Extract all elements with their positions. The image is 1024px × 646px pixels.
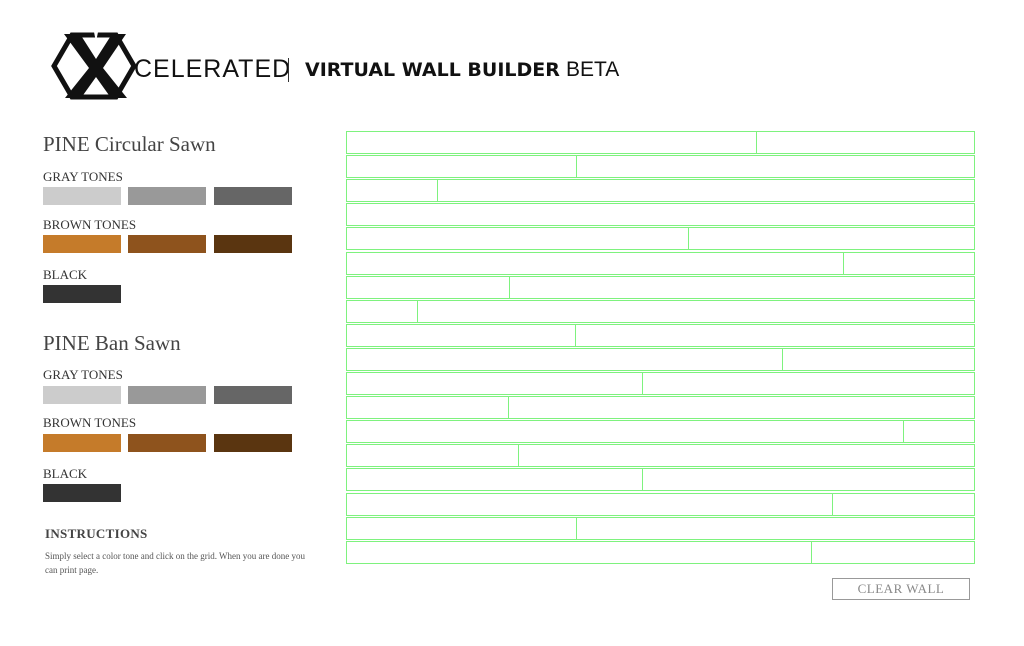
swatch-circular-gray-dark[interactable] bbox=[214, 187, 292, 205]
wall-plank[interactable] bbox=[642, 373, 974, 394]
swatch-ban-brown-dark[interactable] bbox=[214, 434, 292, 452]
wall-plank[interactable] bbox=[903, 421, 974, 443]
wall-plank[interactable] bbox=[347, 373, 642, 394]
app-title: VIRTUAL WALL BUILDER BETA bbox=[305, 56, 619, 84]
wall-row bbox=[346, 516, 975, 540]
wall-plank[interactable] bbox=[347, 228, 688, 249]
logo-wordmark: CELERATED bbox=[134, 55, 292, 83]
swatch-circular-black[interactable] bbox=[43, 285, 121, 303]
wall-row bbox=[346, 155, 975, 179]
wall-plank[interactable] bbox=[347, 277, 509, 298]
clear-wall-button[interactable]: CLEAR WALL bbox=[832, 578, 970, 600]
wall-plank[interactable] bbox=[782, 348, 974, 370]
swatch-ban-gray-light[interactable] bbox=[43, 386, 121, 404]
wall-row bbox=[346, 444, 975, 468]
wall-plank[interactable] bbox=[347, 180, 437, 201]
wall-plank[interactable] bbox=[347, 132, 756, 153]
wall-plank[interactable] bbox=[347, 469, 642, 490]
wall-plank[interactable] bbox=[347, 397, 508, 418]
swatch-ban-gray-medium[interactable] bbox=[128, 386, 206, 404]
wall-plank[interactable] bbox=[832, 493, 974, 515]
wall-row bbox=[346, 203, 975, 227]
swatch-ban-black[interactable] bbox=[43, 484, 121, 502]
wall-plank[interactable] bbox=[517, 445, 974, 467]
group-label-black: BLACK bbox=[43, 466, 88, 481]
wall-plank[interactable] bbox=[756, 132, 974, 153]
wall-row bbox=[346, 396, 975, 420]
wall-row bbox=[346, 251, 975, 275]
wall-plank[interactable] bbox=[347, 494, 832, 515]
app-title-beta: BETA bbox=[565, 58, 620, 81]
wall-plank[interactable] bbox=[347, 518, 576, 539]
wall-row bbox=[346, 179, 975, 203]
group-label-brown: BROWN TONES bbox=[43, 415, 137, 430]
group-label-gray: GRAY TONES bbox=[43, 367, 123, 382]
wall-row bbox=[346, 275, 975, 299]
group-label-black: BLACK bbox=[43, 267, 88, 282]
wall-row bbox=[346, 540, 975, 564]
wall-plank[interactable] bbox=[347, 542, 811, 563]
swatch-circular-gray-medium[interactable] bbox=[128, 187, 206, 205]
wall-plank[interactable] bbox=[810, 541, 974, 563]
swatch-circular-brown-light[interactable] bbox=[43, 235, 121, 253]
section-title-ban-sawn: PINE Ban Sawn bbox=[43, 331, 181, 355]
wall-row bbox=[346, 227, 975, 251]
wall-plank[interactable] bbox=[509, 276, 974, 298]
wall-plank[interactable] bbox=[347, 349, 782, 370]
group-label-brown: BROWN TONES bbox=[43, 217, 137, 232]
wall-grid[interactable] bbox=[346, 131, 975, 564]
app-title-main: VIRTUAL WALL BUILDER bbox=[305, 59, 560, 81]
wall-plank[interactable] bbox=[842, 252, 974, 274]
wall-plank[interactable] bbox=[574, 324, 974, 346]
swatch-ban-brown-light[interactable] bbox=[43, 434, 121, 452]
swatch-circular-brown-medium[interactable] bbox=[128, 235, 206, 253]
wall-plank[interactable] bbox=[642, 469, 974, 491]
wall-row bbox=[346, 131, 975, 154]
wall-row bbox=[346, 323, 975, 347]
wall-row bbox=[346, 492, 975, 516]
xcelerated-logo-mark-icon bbox=[51, 32, 137, 100]
wall-plank[interactable] bbox=[347, 325, 575, 346]
wall-plank[interactable] bbox=[416, 300, 974, 322]
instructions-text: Simply select a color tone and click on … bbox=[45, 551, 306, 575]
swatch-circular-brown-dark[interactable] bbox=[214, 235, 292, 253]
wall-row bbox=[346, 468, 975, 492]
wall-row bbox=[346, 372, 975, 395]
wall-plank[interactable] bbox=[347, 253, 843, 274]
wall-plank[interactable] bbox=[436, 180, 974, 202]
wall-plank[interactable] bbox=[347, 204, 974, 225]
group-label-gray: GRAY TONES bbox=[43, 169, 123, 184]
wall-row bbox=[346, 420, 975, 444]
wall-plank[interactable] bbox=[688, 228, 974, 250]
wall-plank[interactable] bbox=[347, 156, 576, 177]
wall-plank[interactable] bbox=[347, 301, 417, 322]
section-title-circular-sawn: PINE Circular Sawn bbox=[43, 132, 216, 156]
wall-plank[interactable] bbox=[575, 517, 974, 539]
wall-row bbox=[346, 347, 975, 371]
swatch-ban-gray-dark[interactable] bbox=[214, 386, 292, 404]
swatch-circular-gray-light[interactable] bbox=[43, 187, 121, 205]
instructions-heading: INSTRUCTIONS bbox=[45, 526, 148, 541]
wall-row bbox=[346, 299, 975, 323]
swatch-ban-brown-medium[interactable] bbox=[128, 434, 206, 452]
header-divider bbox=[288, 58, 289, 82]
wall-plank[interactable] bbox=[576, 156, 974, 178]
wall-plank[interactable] bbox=[508, 397, 974, 419]
wall-plank[interactable] bbox=[347, 445, 518, 466]
wall-plank[interactable] bbox=[347, 421, 903, 442]
